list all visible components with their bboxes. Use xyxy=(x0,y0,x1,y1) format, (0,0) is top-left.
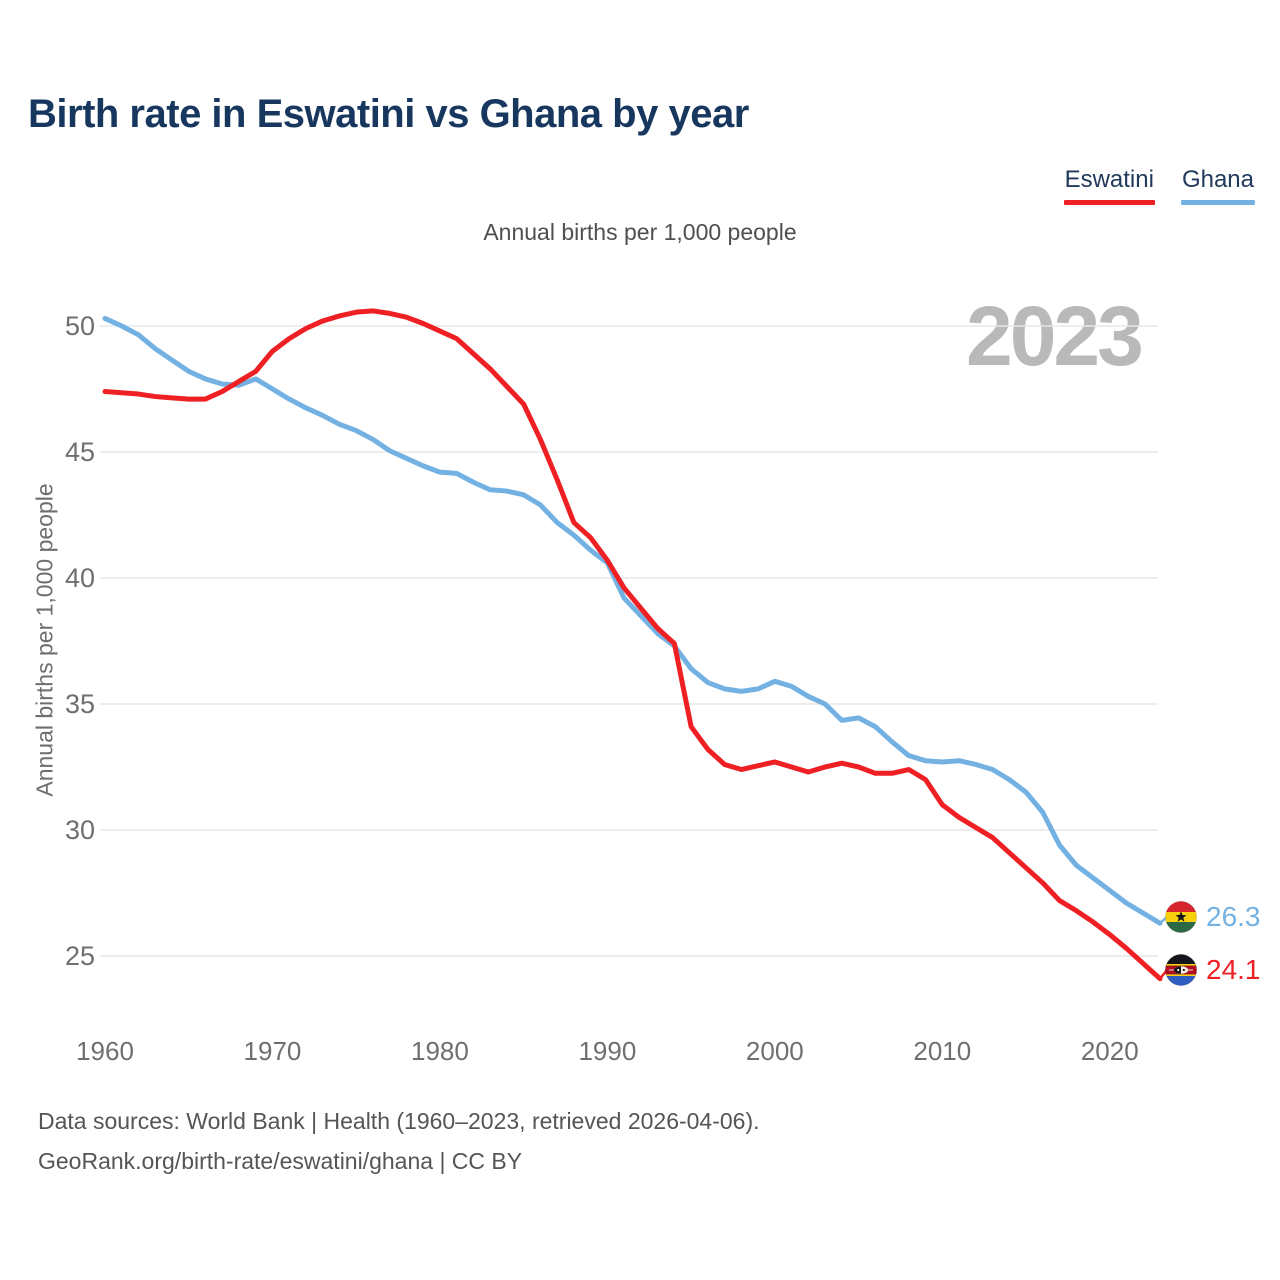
x-tick-label: 1960 xyxy=(76,1036,134,1066)
eswatini-flag-icon xyxy=(1165,954,1197,986)
legend-item-eswatini[interactable]: Eswatini xyxy=(1063,166,1155,205)
legend: Eswatini Ghana xyxy=(1063,166,1255,205)
footer-link: GeoRank.org/birth-rate/eswatini/ghana | … xyxy=(38,1148,523,1174)
legend-color-bar-ghana xyxy=(1180,200,1255,205)
y-tick-label: 25 xyxy=(64,941,95,971)
x-tick-label: 1970 xyxy=(243,1036,302,1066)
x-tick-label: 2010 xyxy=(913,1036,972,1066)
x-tick-label: 2000 xyxy=(745,1036,804,1066)
year-watermark: 2023 xyxy=(966,289,1144,383)
x-tick-label: 1990 xyxy=(578,1036,637,1066)
x-tick-label: 2020 xyxy=(1080,1036,1139,1066)
y-tick-label: 35 xyxy=(64,689,95,719)
ghana-flag-icon xyxy=(1165,901,1197,933)
x-tick-label: 1980 xyxy=(410,1036,469,1066)
series-line-ghana[interactable] xyxy=(102,315,1163,926)
footer-sources: Data sources: World Bank | Health (1960–… xyxy=(38,1108,760,1134)
chart-subtitle: Annual births per 1,000 people xyxy=(483,219,797,245)
legend-color-bar-eswatini xyxy=(1063,200,1155,205)
end-value-ghana: 26.3 xyxy=(1206,901,1261,932)
y-tick-label: 40 xyxy=(64,563,95,593)
legend-item-ghana[interactable]: Ghana xyxy=(1180,166,1255,205)
y-tick-label: 45 xyxy=(64,437,95,467)
y-tick-label: 30 xyxy=(64,815,95,845)
page-title: Birth rate in Eswatini vs Ghana by year xyxy=(28,92,749,136)
end-value-eswatini: 24.1 xyxy=(1206,954,1261,985)
end-label-ghana: 26.3 xyxy=(1165,901,1261,933)
end-label-eswatini: 24.1 xyxy=(1165,954,1261,986)
y-tick-label: 50 xyxy=(64,311,95,341)
legend-label-ghana: Ghana xyxy=(1181,166,1254,193)
series-line-eswatini[interactable] xyxy=(102,308,1163,982)
legend-label-eswatini: Eswatini xyxy=(1064,166,1154,193)
